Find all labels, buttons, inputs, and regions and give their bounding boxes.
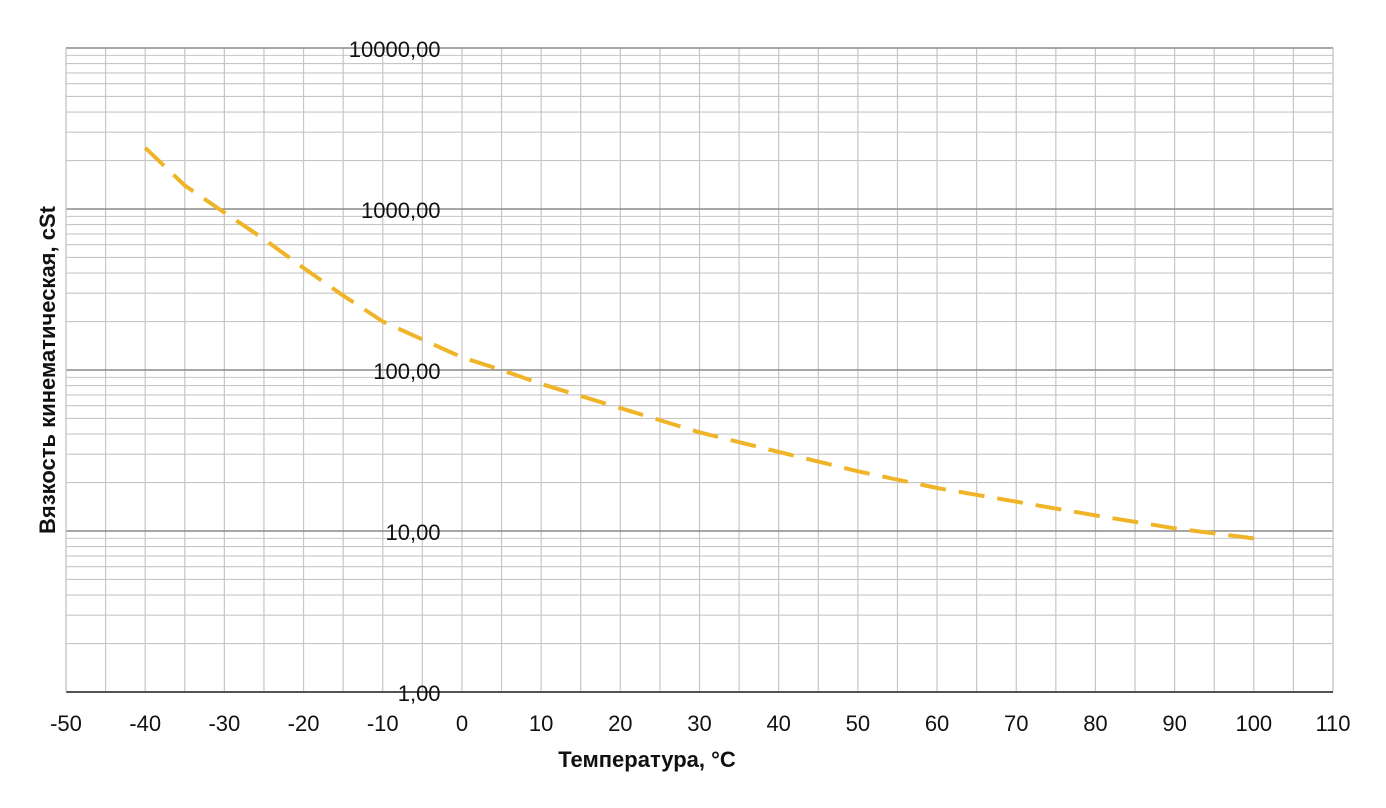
- axes: [65, 48, 1333, 693]
- x-tick-label: 50: [846, 711, 870, 736]
- x-tick-label: 0: [456, 711, 468, 736]
- x-tick-label: -10: [367, 711, 399, 736]
- x-tick-label: -20: [288, 711, 320, 736]
- x-tick-label: 40: [766, 711, 790, 736]
- x-tick-label: 30: [687, 711, 711, 736]
- series-line: [143, 146, 1255, 541]
- x-tick-label: 110: [1315, 711, 1350, 736]
- x-tick-label: 100: [1235, 711, 1272, 736]
- x-tick-label: 70: [1004, 711, 1028, 736]
- tick-labels: -50 -40 -30 -20 -10 0 10 20 30 40 50 60 70 80 90 100 110…: [50, 37, 1350, 736]
- x-tick-label: -30: [208, 711, 240, 736]
- x-tick-label: 20: [608, 711, 632, 736]
- y-tick-label: 1000,00: [361, 198, 441, 223]
- grid: [65, 47, 1334, 693]
- x-tick-label: 80: [1083, 711, 1107, 736]
- y-axis-title: Вязкость кинематическая, cSt: [35, 205, 60, 534]
- y-tick-label: 100,00: [373, 359, 440, 384]
- x-tick-label: -40: [129, 711, 161, 736]
- y-tick-label: 1,00: [398, 681, 441, 706]
- x-tick-label: 90: [1162, 711, 1186, 736]
- x-axis-title: Температура, °C: [558, 747, 736, 772]
- series-layer: [143, 146, 1255, 541]
- x-tick-label: 60: [925, 711, 949, 736]
- y-tick-label: 10000,00: [349, 37, 441, 62]
- x-tick-label: -50: [50, 711, 82, 736]
- x-tick-label: 10: [529, 711, 553, 736]
- y-tick-label: 10,00: [385, 520, 440, 545]
